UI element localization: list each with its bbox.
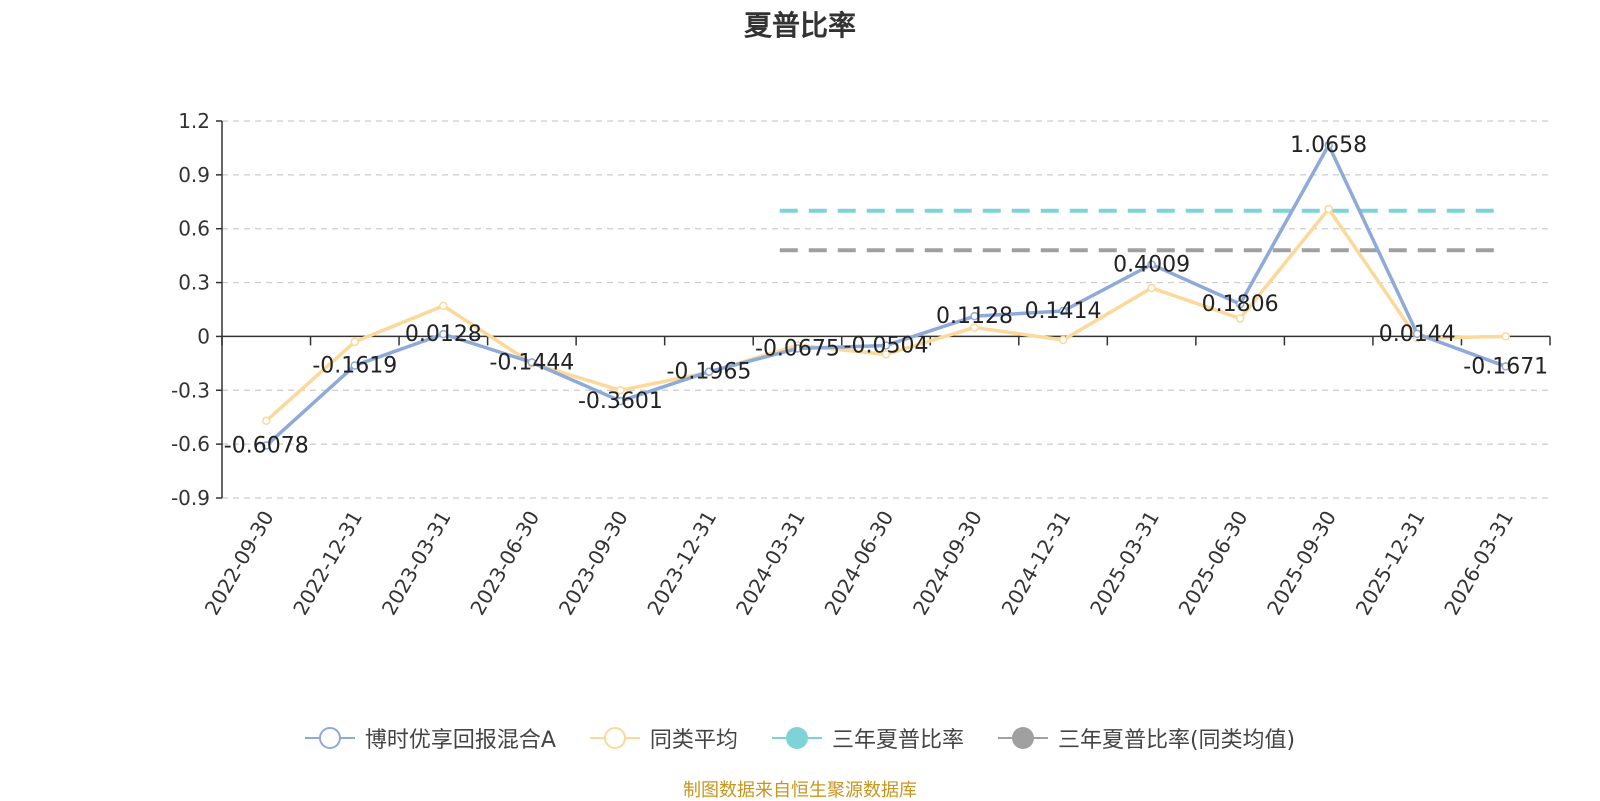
y-tick-label: 1.2 xyxy=(178,109,210,133)
data-label: 0.0128 xyxy=(405,322,482,347)
data-point xyxy=(439,329,448,339)
data-label: 1.0658 xyxy=(1290,133,1367,158)
y-tick-label: 0 xyxy=(197,324,210,348)
data-point xyxy=(793,344,802,353)
x-tick-label: 2025-09-30 xyxy=(1262,507,1341,620)
y-tick-label: -0.3 xyxy=(171,378,210,402)
legend-label: 三年夏普比率 xyxy=(831,728,964,753)
data-point xyxy=(1412,329,1422,339)
x-tick-label: 2025-12-31 xyxy=(1351,507,1430,620)
legend-item-fund[interactable]: 博时优享回报混合A xyxy=(304,722,556,754)
x-tick-label: 2024-03-31 xyxy=(731,507,810,620)
legend-label: 三年夏普比率(同类均值) xyxy=(1057,728,1296,753)
data-point xyxy=(1324,204,1333,214)
data-point xyxy=(262,441,271,450)
data-label: -0.1444 xyxy=(489,350,574,375)
data-label: -0.0675 xyxy=(755,337,840,362)
chart-title: 夏普比率 xyxy=(743,9,856,42)
data-point xyxy=(1501,362,1510,371)
data-point xyxy=(1324,140,1333,150)
data-point xyxy=(350,337,360,347)
y-tick-label: 0.9 xyxy=(178,163,210,187)
data-label: 0.1414 xyxy=(1025,299,1102,324)
data-point xyxy=(350,361,360,370)
data-label: -0.1671 xyxy=(1463,354,1548,379)
x-tick-label: 2024-06-30 xyxy=(819,507,898,620)
data-point xyxy=(881,341,891,350)
data-point xyxy=(1235,314,1245,323)
legend-line-circle-icon xyxy=(304,727,355,749)
data-label: -0.3601 xyxy=(578,389,663,414)
data-point xyxy=(970,323,979,332)
data-label: 0.1128 xyxy=(936,304,1013,329)
data-point xyxy=(1235,299,1245,309)
legend-item-three-year-sharpe[interactable]: 三年夏普比率 xyxy=(771,722,964,754)
data-label: -0.1965 xyxy=(666,360,751,385)
data-label: 0.4009 xyxy=(1113,252,1190,277)
data-point xyxy=(704,367,714,376)
data-point xyxy=(1147,260,1156,269)
x-tick-label: 2024-09-30 xyxy=(908,507,987,620)
legend-line-dot-icon xyxy=(771,727,822,749)
data-point xyxy=(527,358,537,367)
data-point xyxy=(970,311,979,321)
data-point xyxy=(616,386,625,395)
x-tick-label: 2024-12-31 xyxy=(996,507,1075,620)
data-label: 0.0144 xyxy=(1379,322,1456,347)
data-label: -0.6078 xyxy=(224,434,309,459)
data-point xyxy=(1501,332,1510,341)
x-tick-label: 2023-09-30 xyxy=(554,507,633,620)
x-tick-label: 2023-12-31 xyxy=(642,507,721,620)
data-point xyxy=(1147,283,1156,293)
legend-label: 同类平均 xyxy=(649,728,738,753)
data-label: -0.0504 xyxy=(844,333,929,358)
data-point xyxy=(616,396,625,406)
data-point xyxy=(262,416,271,426)
data-label: 0.1806 xyxy=(1202,292,1279,317)
x-tick-label: 2026-03-31 xyxy=(1439,507,1518,620)
y-tick-label: 0.6 xyxy=(178,217,210,241)
data-label: -0.1619 xyxy=(312,353,397,378)
legend: 博时优享回报混合A 同类平均 三年夏普比率 三年夏普比率(同类均值) xyxy=(0,722,1600,754)
legend-label: 博时优享回报混合A xyxy=(364,728,556,753)
x-tick-label: 2023-06-30 xyxy=(465,507,544,620)
legend-line-circle-icon xyxy=(589,727,640,749)
series-line xyxy=(265,143,1507,447)
x-tick-label: 2022-12-31 xyxy=(288,507,367,620)
data-point xyxy=(881,350,891,359)
data-source-note: 制图数据来自恒生聚源数据库 xyxy=(683,780,917,801)
y-tick-label: 0.3 xyxy=(178,271,210,295)
x-tick-label: 2025-06-30 xyxy=(1174,507,1253,620)
x-tick-label: 2023-03-31 xyxy=(377,507,456,620)
x-tick-label: 2025-03-31 xyxy=(1085,507,1164,620)
data-point xyxy=(1058,306,1068,316)
x-tick-label: 2022-09-30 xyxy=(200,507,279,620)
data-point xyxy=(439,301,448,311)
data-point xyxy=(1058,335,1068,345)
legend-item-three-year-sharpe-peer[interactable]: 三年夏普比率(同类均值) xyxy=(997,722,1296,754)
y-tick-label: -0.9 xyxy=(171,486,210,510)
series-line xyxy=(265,207,1506,423)
legend-item-peer-average[interactable]: 同类平均 xyxy=(589,722,738,754)
y-tick-label: -0.6 xyxy=(171,432,210,456)
legend-line-dot-icon xyxy=(997,727,1048,749)
